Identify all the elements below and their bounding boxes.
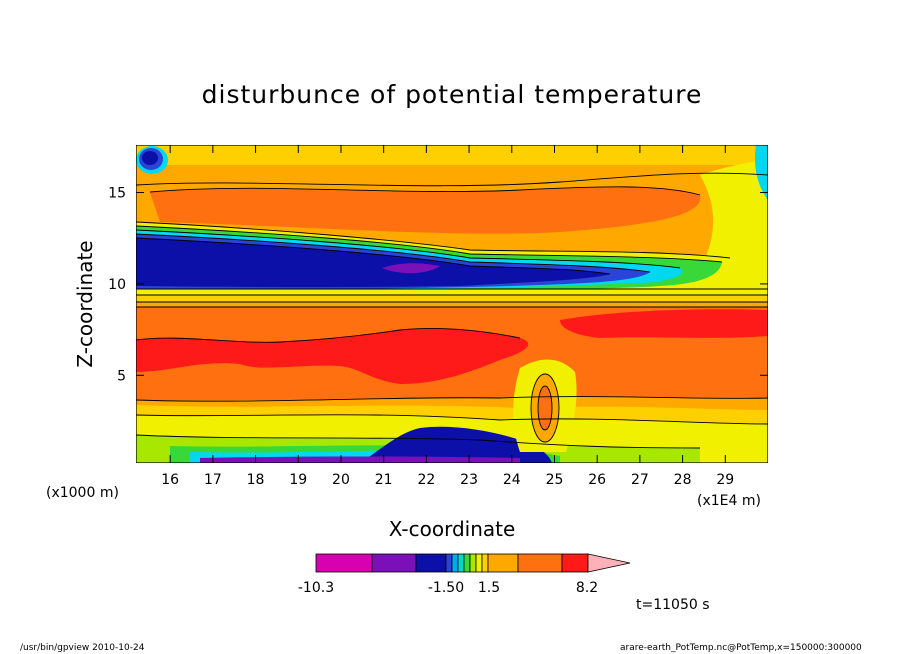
x-tick-label: 17 — [204, 472, 222, 488]
time-label: t=11050 s — [636, 597, 710, 613]
colorbar-min-label: -10.3 — [298, 580, 334, 596]
vortex-navy — [142, 151, 158, 165]
colorbar-neg-label: -1.50 — [428, 580, 464, 596]
x-tick-label: 27 — [631, 472, 649, 488]
colorbar — [315, 553, 631, 573]
x-tick-label: 18 — [247, 472, 265, 488]
y-tick-label: 5 — [117, 368, 126, 384]
colorbar-segment — [415, 553, 447, 573]
colorbar-segment — [445, 553, 453, 573]
band-low-purple — [200, 456, 520, 463]
band-low-navy — [360, 426, 552, 463]
x-axis-label: X-coordinate — [389, 517, 516, 541]
band-upper-deeporange — [150, 186, 701, 234]
chart-title: disturbunce of potential temperature — [202, 80, 703, 109]
x-tick-label: 24 — [503, 472, 521, 488]
band-strata-lightorange — [136, 295, 768, 302]
band-mid-red-2 — [560, 309, 768, 338]
y-tick-label: 15 — [108, 186, 126, 202]
x-tick-label: 22 — [417, 472, 435, 488]
colorbar-segment — [481, 553, 489, 573]
band-layer-purple — [382, 263, 440, 274]
y-tick-label: 10 — [108, 277, 126, 293]
colorbar-segment — [371, 553, 417, 573]
band-top-yellow — [136, 145, 768, 165]
colorbar-max-label: 8.2 — [576, 580, 598, 596]
x-tick-label: 26 — [588, 472, 606, 488]
band-strata-orange — [136, 302, 768, 307]
colorbar-segment — [487, 553, 519, 573]
heatmap-field — [136, 145, 768, 463]
x-tick-label: 19 — [289, 472, 307, 488]
footer-left: /usr/bin/gpview 2010-10-24 — [20, 643, 145, 653]
x-axis: 16 17 18 19 20 21 22 23 24 25 26 27 28 29 — [161, 145, 734, 488]
y-unit-label: (x1000 m) — [46, 485, 119, 501]
colorbar-extend-arrow — [587, 553, 631, 573]
x-tick-label: 21 — [375, 472, 393, 488]
colorbar-pos-label: 1.5 — [478, 580, 500, 596]
x-tick-label: 29 — [716, 472, 734, 488]
footer-right: arare-earth_PotTemp.nc@PotTemp,x=150000:… — [620, 643, 862, 653]
x-tick-label: 20 — [332, 472, 350, 488]
colorbar-segment — [561, 553, 589, 573]
x-tick-label: 23 — [460, 472, 478, 488]
band-mid-red — [136, 328, 529, 384]
x-tick-label: 25 — [546, 472, 564, 488]
y-axis: 5 10 15 — [108, 186, 768, 384]
band-layer-navy — [136, 238, 610, 288]
x-tick-label: 16 — [161, 472, 179, 488]
colorbar-segment — [463, 553, 471, 573]
band-right-cyan — [754, 145, 768, 200]
colorbar-segment — [469, 553, 477, 573]
y-axis-label: Z-coordinate — [73, 240, 97, 367]
colorbar-segment — [451, 553, 459, 573]
contour-lines — [136, 172, 768, 449]
colorbar-segment — [315, 553, 373, 573]
x-unit-label: (x1E4 m) — [697, 493, 761, 509]
colorbar-segment — [517, 553, 563, 573]
colorbar-segment — [475, 553, 483, 573]
band-strata-yellow — [136, 289, 768, 295]
colorbar-segment — [457, 553, 465, 573]
x-tick-label: 28 — [674, 472, 692, 488]
